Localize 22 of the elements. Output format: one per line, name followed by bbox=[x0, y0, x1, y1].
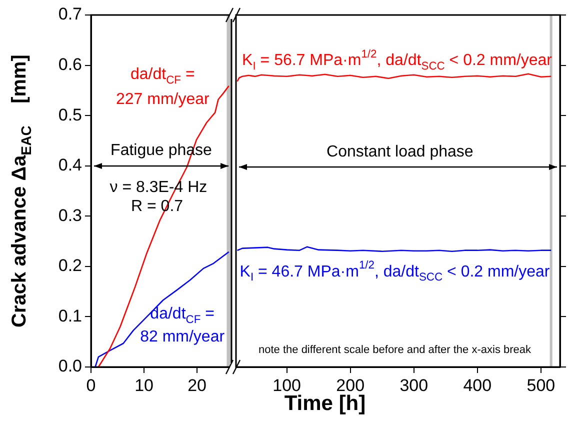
y-tick-label: 0.6 bbox=[58, 54, 82, 74]
y-tick-label: 0.5 bbox=[58, 105, 82, 124]
x-tick-label: 300 bbox=[400, 376, 428, 395]
x-tick-label: 10 bbox=[134, 376, 154, 395]
x-tick-label: 20 bbox=[188, 376, 206, 395]
y-tick-label: 0.2 bbox=[58, 256, 82, 276]
y-tick-label: 0.0 bbox=[58, 356, 82, 376]
x-tick-label: 100 bbox=[272, 376, 302, 395]
y-tick-label: 0.4 bbox=[58, 156, 82, 175]
annotation: 82 mm/year bbox=[140, 328, 226, 346]
y-tick-label: 0.7 bbox=[58, 4, 82, 24]
y-tick-label: 0.3 bbox=[58, 206, 82, 225]
annotation: Constant load phase bbox=[326, 144, 474, 161]
x-tick-label: 500 bbox=[526, 376, 556, 395]
x-tick-label: 200 bbox=[336, 376, 365, 395]
annotation: note the different scale before and after the x-axis break bbox=[258, 344, 532, 356]
y-tick-label: 0.1 bbox=[58, 306, 82, 326]
x-tick-label: 0 bbox=[86, 376, 96, 395]
text: Crack advance ΔaEAC [mm] bbox=[8, 54, 34, 328]
x-axis-title: Time [h] bbox=[284, 392, 366, 415]
annotation: 227 mm/year bbox=[116, 90, 210, 108]
x-tick-label: 400 bbox=[463, 376, 492, 395]
